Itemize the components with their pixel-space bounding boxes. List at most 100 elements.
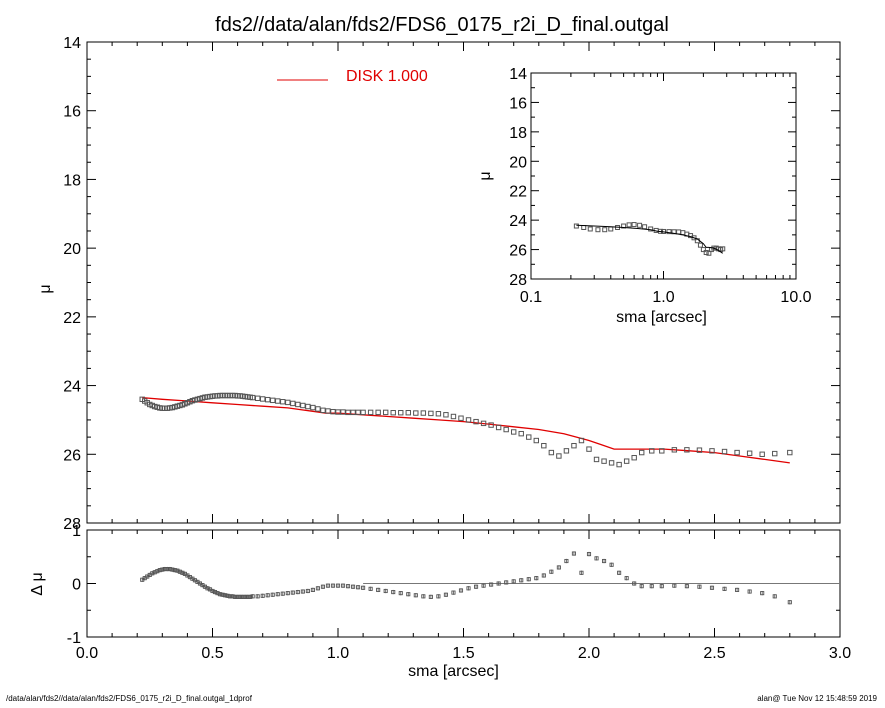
residual-data-point <box>162 567 167 572</box>
residual-data-point <box>760 591 765 596</box>
residual-data-point <box>672 583 677 588</box>
residual-data-point <box>519 578 524 583</box>
disk-model-line <box>142 396 790 464</box>
residual-data-point <box>228 594 233 599</box>
residual-data-point <box>230 594 235 599</box>
residual-data-point <box>571 551 576 556</box>
residual-data-point <box>534 576 539 581</box>
profile-data-point <box>330 408 336 415</box>
residual-data-point <box>496 581 501 586</box>
residual-data-point <box>787 600 792 605</box>
residual-data-point <box>270 592 275 597</box>
residual-data-point <box>220 592 225 597</box>
profile-data-point <box>473 418 479 425</box>
residual-data-point <box>504 580 509 585</box>
residual-data-point <box>617 570 622 575</box>
profile-data-point <box>390 410 396 416</box>
main-y-tick-label: 16 <box>63 104 81 121</box>
residual-x-axis-label: sma [arcsec] <box>408 663 499 680</box>
residual-data-point <box>356 585 361 590</box>
inset-y-tick-label: 18 <box>509 125 527 142</box>
inset-data-point <box>595 227 601 233</box>
profile-data-point <box>616 461 622 468</box>
residual-data-point <box>225 593 230 598</box>
residual-data-point <box>639 584 644 589</box>
profile-data-point <box>586 446 592 452</box>
residual-data-point <box>215 591 220 596</box>
residual-data-point <box>579 570 584 575</box>
profile-data-point <box>325 408 331 414</box>
inset-background <box>531 73 796 279</box>
profile-data-point <box>526 434 532 440</box>
residual-data-point <box>436 594 441 599</box>
profile-data-point <box>249 394 256 401</box>
inset-y-tick-label: 24 <box>509 213 527 230</box>
profile-data-point <box>721 448 728 455</box>
profile-data-point <box>659 448 665 454</box>
profile-data-point <box>608 460 615 466</box>
inset-data-point <box>626 222 632 228</box>
residual-data-point <box>243 594 248 599</box>
profile-data-point <box>601 458 607 464</box>
profile-data-point <box>260 396 266 402</box>
residual-data-point <box>212 590 218 595</box>
inset-data-point <box>691 235 697 241</box>
residual-data-point <box>152 570 157 575</box>
residual-data-point <box>735 587 740 592</box>
residual-data-point <box>285 591 290 596</box>
profile-data-point <box>578 437 585 444</box>
residual-data-point <box>238 594 243 599</box>
inset-data-point <box>587 226 593 232</box>
residual-data-point <box>481 583 486 588</box>
inset-data-point <box>573 223 579 229</box>
profile-data-point <box>450 413 457 420</box>
inset-x-tick-label: 10.0 <box>780 289 811 306</box>
main-y-tick-label: 22 <box>63 310 81 327</box>
residual-data-point <box>632 581 637 586</box>
profile-data-point <box>746 450 753 456</box>
profile-data-point <box>413 410 419 416</box>
residual-data-point <box>295 590 300 595</box>
residual-data-point <box>564 558 569 564</box>
residual-data-point <box>217 592 223 597</box>
residual-data-point <box>345 584 351 589</box>
main-y-tick-label: 28 <box>63 516 81 533</box>
profile-data-point <box>350 409 356 416</box>
residual-data-point <box>250 594 255 599</box>
residual-data-point <box>421 594 426 599</box>
profile-data-point <box>511 429 517 435</box>
inset-model-line <box>576 224 723 254</box>
residual-x-tick-label: 0.5 <box>201 645 223 662</box>
inset-x-axis-label: sma [arcsec] <box>616 309 707 326</box>
profile-data-point <box>631 455 637 461</box>
residual-data-point <box>155 569 160 574</box>
profile-data-point <box>759 451 765 457</box>
residual-data-point <box>624 576 629 581</box>
inset-y-tick-label: 22 <box>509 184 527 201</box>
residual-data-point <box>413 593 418 598</box>
main-y-axis-label: μ <box>37 284 54 293</box>
legend-label-disk: DISK 1.000 <box>346 68 428 85</box>
inset-data-point <box>631 222 637 228</box>
profile-data-point <box>310 404 316 411</box>
residual-data-point <box>172 568 177 573</box>
residual-data-point <box>180 570 185 575</box>
inset-x-tick-label: 0.1 <box>520 289 542 306</box>
main-y-tick-label: 14 <box>63 35 81 52</box>
residual-data-point <box>248 594 253 599</box>
profile-data-point <box>787 449 793 456</box>
profile-data-point <box>290 400 296 407</box>
residual-data-point <box>383 588 388 594</box>
profile-data-point <box>315 406 321 412</box>
residual-data-point <box>489 582 494 587</box>
profile-data-point <box>265 396 271 403</box>
profile-data-point <box>684 447 690 453</box>
residual-data-point <box>245 594 250 599</box>
figure-title: fds2//data/alan/fds2/FDS6_0175_r2i_D_fin… <box>215 14 669 36</box>
residual-data-point <box>210 588 215 594</box>
inset-data-point <box>703 250 709 256</box>
profile-data-point <box>375 409 381 416</box>
profile-data-point <box>734 449 740 456</box>
residual-data-point <box>594 556 599 561</box>
